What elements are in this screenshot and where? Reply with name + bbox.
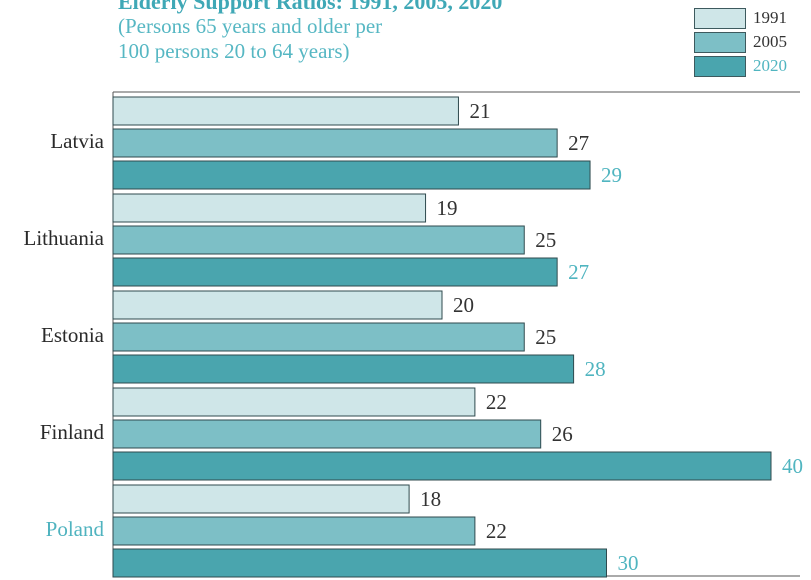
data-label-lithuania-1991: 19 xyxy=(437,196,458,220)
bar-poland-2005 xyxy=(112,516,476,546)
data-label-finland-2005: 26 xyxy=(552,422,573,446)
bar-estonia-1991 xyxy=(112,290,443,320)
data-label-estonia-1991: 20 xyxy=(453,293,474,317)
data-label-latvia-1991: 21 xyxy=(469,99,490,123)
legend-label: 1991 xyxy=(753,8,787,27)
legend-label: 2020 xyxy=(753,56,787,75)
legend-item-1991: 1991 xyxy=(694,6,787,30)
bar-poland-2020 xyxy=(112,548,607,578)
bar-finland-2020 xyxy=(112,451,772,481)
data-label-poland-2005: 22 xyxy=(486,519,507,543)
data-label-lithuania-2005: 25 xyxy=(535,228,556,252)
bar-lithuania-1991 xyxy=(112,193,427,223)
legend-item-2020: 2020 xyxy=(694,54,787,78)
bar-poland-1991 xyxy=(112,484,410,514)
data-label-estonia-2020: 28 xyxy=(585,357,606,381)
data-label-finland-1991: 22 xyxy=(486,390,507,414)
bar-finland-2005 xyxy=(112,419,542,449)
legend-swatch xyxy=(694,55,746,77)
title-block: Elderly Support Ratios: 1991, 2005, 2020… xyxy=(118,0,638,64)
legend-item-2005: 2005 xyxy=(694,30,787,54)
bar-lithuania-2005 xyxy=(112,225,525,255)
legend-label: 2005 xyxy=(753,32,787,51)
data-label-finland-2020: 40 xyxy=(782,454,803,478)
bar-latvia-2005 xyxy=(112,128,558,158)
legend-swatch xyxy=(694,31,746,53)
data-label-lithuania-2020: 27 xyxy=(568,260,589,284)
category-label-latvia: Latvia xyxy=(50,129,104,153)
bar-estonia-2005 xyxy=(112,322,525,352)
bar-latvia-2020 xyxy=(112,160,591,190)
data-label-latvia-2005: 27 xyxy=(568,131,589,155)
chart-subtitle: (Persons 65 years and older per 100 pers… xyxy=(118,14,383,63)
data-label-latvia-2020: 29 xyxy=(601,163,622,187)
bar-lithuania-2020 xyxy=(112,257,558,287)
bar-finland-1991 xyxy=(112,387,476,417)
category-label-lithuania: Lithuania xyxy=(24,226,105,250)
category-label-estonia: Estonia xyxy=(41,323,105,347)
bar-latvia-1991 xyxy=(112,96,459,126)
data-label-poland-1991: 18 xyxy=(420,487,441,511)
legend-swatch xyxy=(694,7,746,29)
data-label-poland-2020: 30 xyxy=(618,551,639,575)
category-label-finland: Finland xyxy=(40,420,105,444)
chart-title: Elderly Support Ratios: 1991, 2005, 2020 xyxy=(118,0,503,14)
legend: 1991 2005 2020 xyxy=(694,6,787,78)
data-label-estonia-2005: 25 xyxy=(535,325,556,349)
bar-estonia-2020 xyxy=(112,354,575,384)
category-label-poland: Poland xyxy=(46,517,105,541)
